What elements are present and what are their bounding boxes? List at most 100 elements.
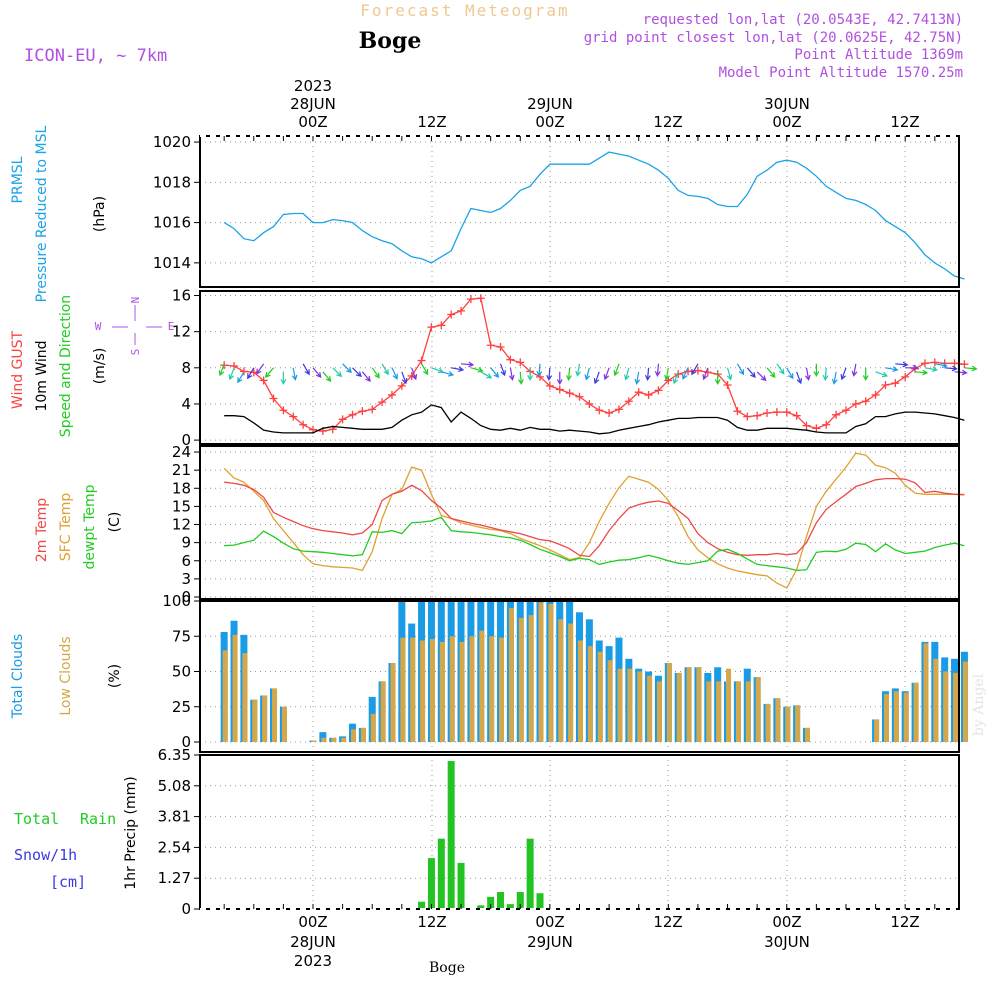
temp-unit: (C) (107, 512, 123, 533)
bottom-time-labels: 00Z 28JUN 2023 12Z 00Z 29JUN 12Z 00Z 30J… (290, 913, 920, 970)
low-cloud-bar (765, 703, 771, 742)
low-cloud-bar (637, 671, 643, 742)
wind10-line (224, 404, 965, 435)
gust-marker (772, 408, 781, 417)
wind-arrow (302, 363, 310, 376)
wind-arrow (822, 367, 829, 382)
gust-marker (743, 412, 752, 421)
wind-arrow (237, 371, 245, 384)
low-cloud-bar (262, 695, 268, 742)
gust-marker (565, 389, 574, 398)
y-tick-label: 50 (172, 663, 191, 681)
y-tick-label: 9 (181, 534, 191, 552)
y-tick-label: 1020 (153, 133, 191, 151)
low-cloud-bar (390, 663, 396, 742)
wind-arrow (895, 361, 909, 368)
wind-arrow (470, 367, 484, 373)
low-cloud-bar (775, 698, 781, 742)
low-cloud-bar (479, 630, 485, 742)
gust-marker (703, 368, 712, 377)
low-cloud-bar (933, 658, 939, 742)
y-tick-label: 21 (172, 461, 191, 479)
wind-arrow (682, 367, 689, 380)
bottom-label-line1: 00Z (772, 913, 801, 931)
pressure-sub-label: Pressure Reduced to MSL (34, 125, 50, 302)
location-name: Boge (359, 28, 422, 54)
gust-marker (851, 399, 860, 408)
low-cloud-bar (548, 603, 554, 742)
precip-bar (506, 904, 514, 909)
y-tick-label: 12 (172, 323, 191, 341)
wind-arrow (603, 367, 610, 381)
gust-marker (634, 388, 643, 397)
low-cloud-bar (755, 677, 761, 742)
low-cloud-bar (538, 602, 544, 742)
gust-marker (654, 386, 663, 395)
y-tick-label: 4 (181, 395, 191, 413)
low-cloud-bar (883, 694, 889, 742)
chart-title: Forecast Meteogram (360, 1, 569, 20)
low-cloud-bar (923, 643, 929, 742)
gust-marker (920, 359, 929, 368)
low-cloud-bar (350, 729, 356, 742)
low-cloud-bar (518, 617, 524, 742)
gust-marker (881, 380, 890, 389)
wind-arrow (332, 367, 343, 378)
wind-arrow (851, 363, 858, 377)
gust-marker (338, 415, 347, 424)
low-cloud-bar (489, 636, 495, 742)
low-cloud-bar (400, 637, 406, 742)
wind-speed-label: Speed and Direction (58, 295, 74, 437)
model-name: ICON-EU, ~ 7km (24, 46, 167, 66)
low-cloud-bar (745, 681, 751, 742)
point-altitude: Point Altitude 1369m (794, 47, 963, 63)
low-cloud-bar (903, 692, 909, 742)
wind-arrow (256, 363, 265, 375)
wind-arrow (786, 367, 794, 380)
compass-west: W (95, 320, 102, 333)
low-cloud-bar (696, 667, 702, 742)
gust-marker (387, 390, 396, 399)
wind10-label: 10m Wind (34, 340, 50, 411)
top-label-line3: 00Z (772, 113, 801, 131)
gust-marker (299, 420, 308, 429)
low-cloud-bar (370, 713, 376, 742)
wind-arrow (885, 366, 899, 373)
gust-marker (733, 407, 742, 416)
gust-line (224, 297, 965, 432)
low-cloud-bar (607, 660, 613, 742)
wind-arrow (746, 367, 756, 378)
y-tick-label: 3.81 (158, 808, 191, 826)
low-cloud-bar (795, 705, 801, 742)
precip-bar (457, 862, 465, 909)
y-tick-label: 15 (172, 497, 191, 515)
panel-frame (199, 600, 960, 753)
gust-marker (486, 341, 495, 350)
gust-marker (693, 366, 702, 375)
gust-marker (437, 321, 446, 330)
y-tick-label: 1014 (153, 254, 191, 272)
wind-arrow (421, 363, 429, 376)
gust-marker (960, 360, 969, 369)
wind-arrow (776, 363, 785, 375)
low-cloud-bar (647, 675, 653, 742)
gust-marker (545, 381, 554, 390)
low-cloud-bar (805, 727, 810, 742)
gust-marker (239, 367, 248, 376)
wind-arrow (575, 363, 581, 377)
wind-arrow (944, 365, 958, 372)
low-cloud-bar (232, 634, 238, 742)
low-cloud-bar (380, 681, 386, 742)
gust-marker (555, 385, 564, 394)
wind-arrow (441, 371, 455, 377)
wind-arrow (664, 367, 670, 381)
panel-frame (199, 445, 960, 600)
wind-arrow (634, 371, 641, 385)
top-label-line1: 2023 (294, 77, 332, 95)
data-layer (218, 151, 978, 909)
bottom-label-line1: 00Z (298, 913, 327, 931)
precip-bar (536, 893, 544, 909)
gust-marker (822, 420, 831, 429)
cloud-unit: (%) (107, 664, 123, 688)
low-cloud-bar (558, 619, 564, 742)
